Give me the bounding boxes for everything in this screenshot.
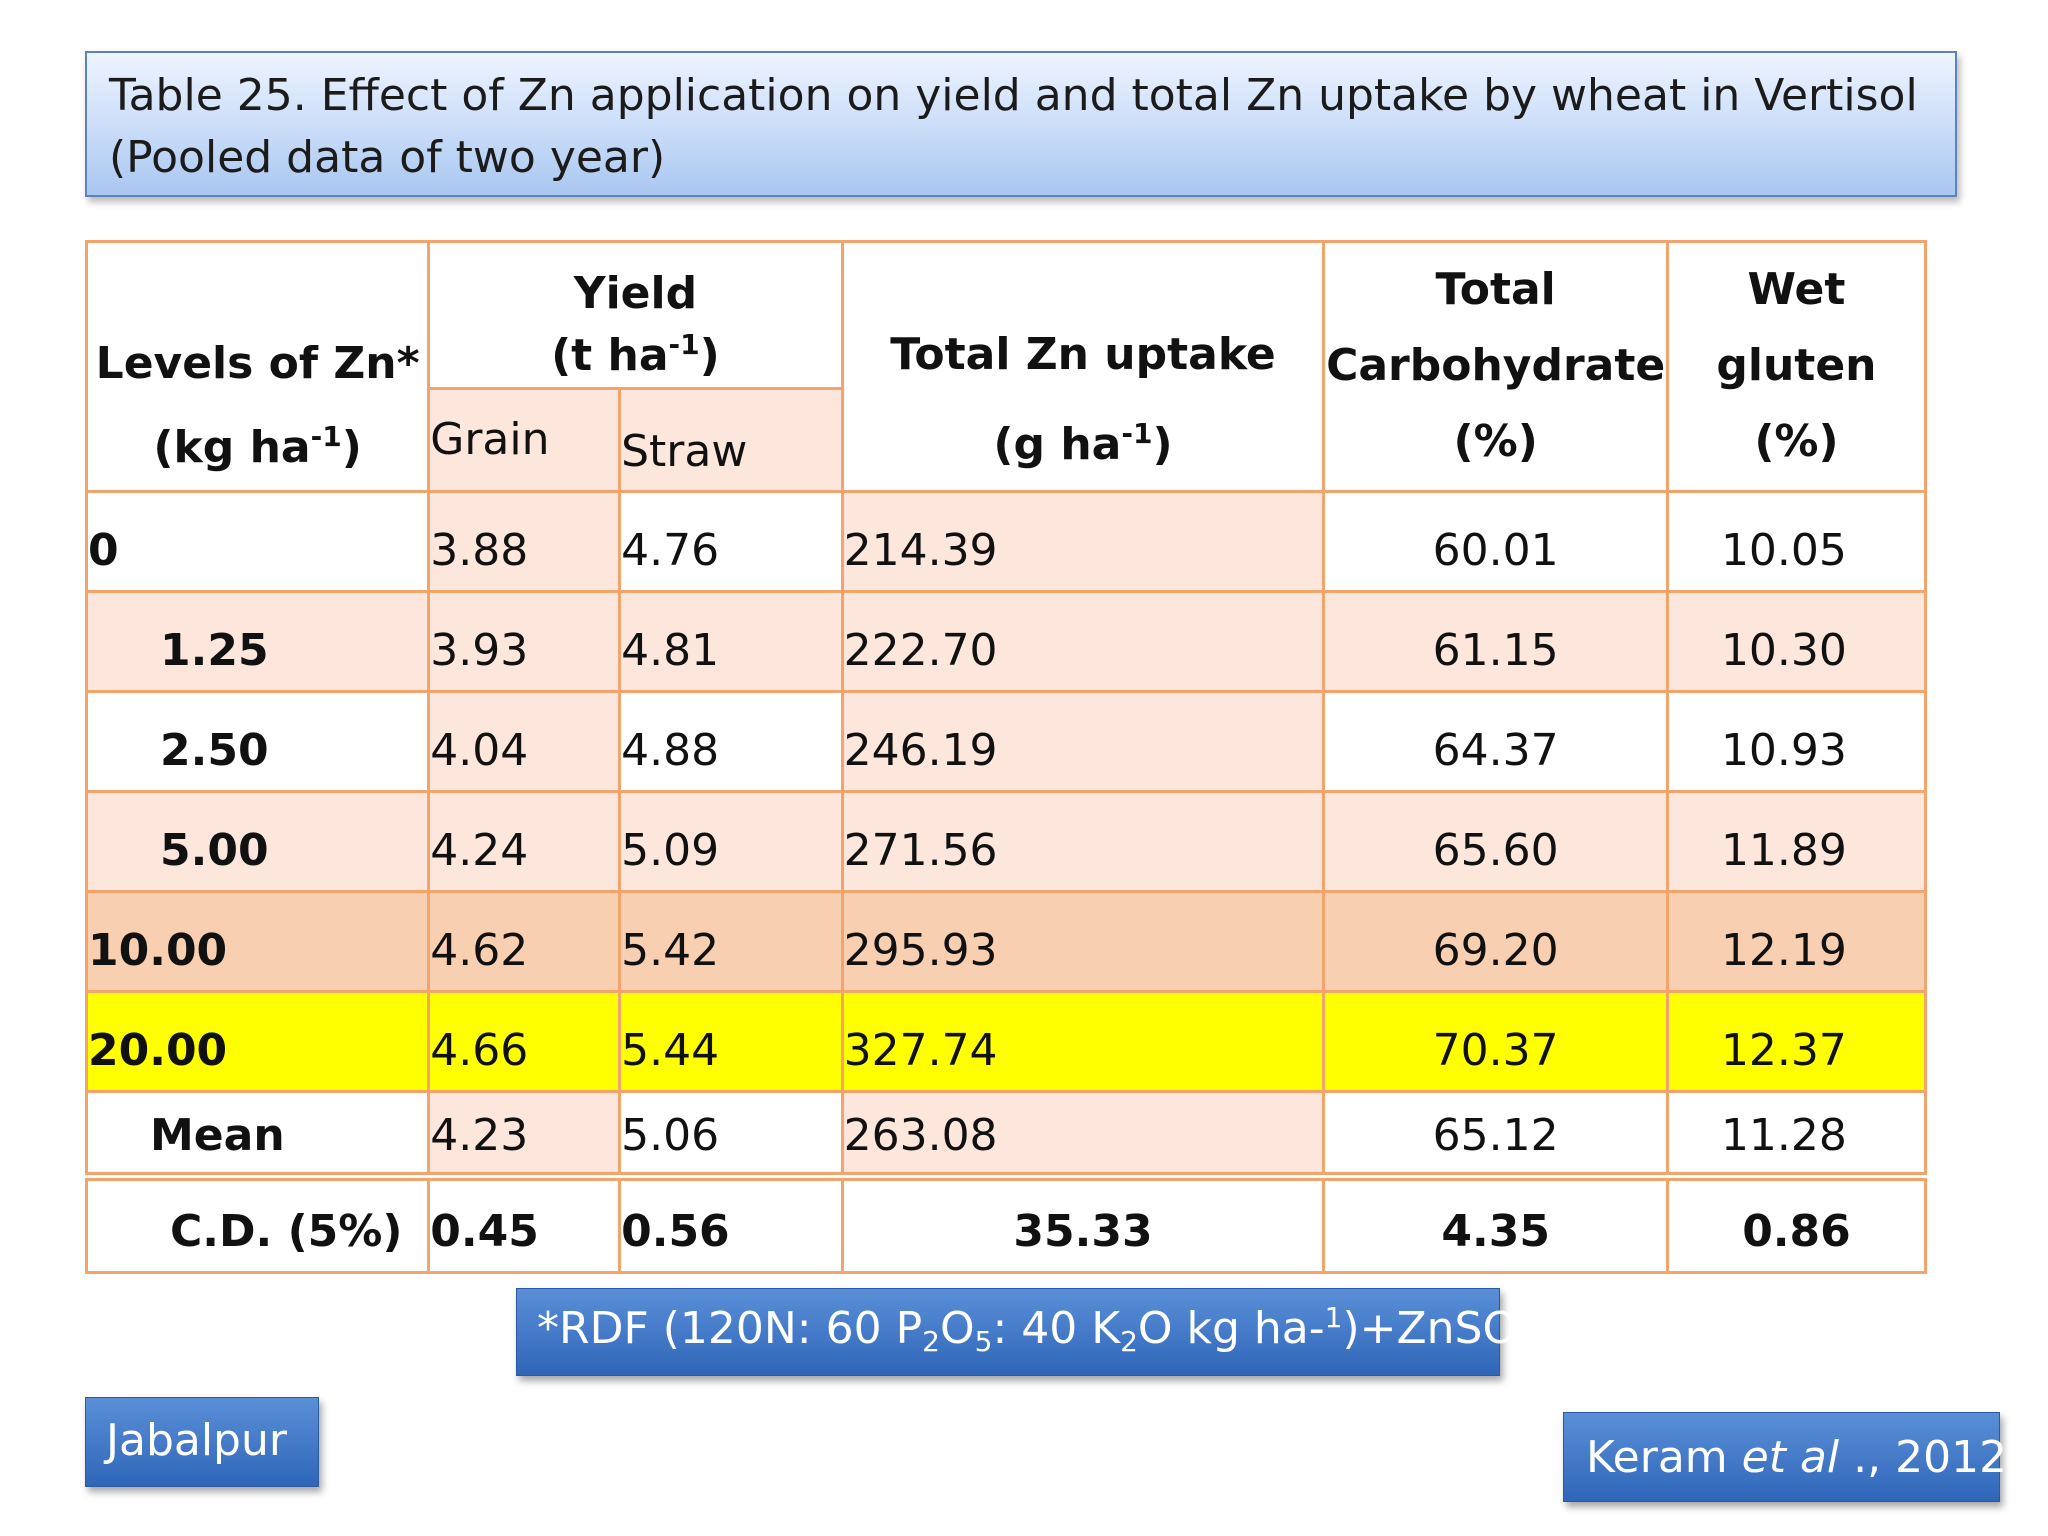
cell-uptake: 263.08 [840,1089,1326,1182]
cell-gluten: 10.93 [1665,689,1928,793]
cell-straw: 0.56 [618,1175,844,1274]
header-uptake-line2: (g ha-1) [993,416,1173,470]
cell-carb: 65.12 [1322,1089,1669,1182]
table-row-highlighted: 20.00 4.66 5.44 327.74 70.37 12.37 [84,989,1928,1093]
header-gluten-line2: gluten [1716,340,1877,392]
cell-uptake: 222.70 [840,589,1326,693]
table-row: 10.00 4.62 5.42 295.93 69.20 12.19 [84,889,1928,993]
cell-grain: 4.24 [427,789,622,893]
cell-grain: 4.04 [427,689,622,793]
cell-gluten: 10.30 [1665,589,1928,693]
zn-data-table: Levels of Zn* (kg ha-1) Yield (t ha-1) T… [84,240,1928,1274]
cell-gluten: 10.05 [1665,489,1928,593]
header-gluten-line1: Wet [1747,264,1846,316]
header-yield: Yield (t ha-1) [427,240,844,390]
title-line-1: Table 25. Effect of Zn application on yi… [109,70,1918,121]
cell-straw: 4.88 [618,689,844,793]
header-carb-line1: Total [1435,264,1556,316]
cell-level: 20.00 [84,989,431,1093]
cell-gluten: 12.19 [1665,889,1928,993]
cell-grain: 4.62 [427,889,622,993]
cell-uptake: 327.74 [840,989,1326,1093]
header-carb-line2: Carbohydrate [1326,340,1666,392]
cell-mean-label: Mean [84,1089,431,1182]
cell-level: 0 [84,489,431,593]
cell-straw: 4.76 [618,489,844,593]
cell-uptake: 295.93 [840,889,1326,993]
rdf-footnote: *RDF (120N: 60 P2O5: 40 K2O kg ha-1)+ZnS… [516,1288,1535,1376]
table-row: 5.00 4.24 5.09 271.56 65.60 11.89 [84,789,1928,893]
header-yield-line2: (t ha-1) [551,327,720,381]
cell-uptake: 271.56 [840,789,1326,893]
cell-straw: 5.44 [618,989,844,1093]
cell-straw: 5.06 [618,1089,844,1182]
header-levels-line2: (kg ha-1) [153,419,362,473]
cell-carb: 69.20 [1322,889,1669,993]
mean-row: Mean 4.23 5.06 263.08 65.12 11.28 [84,1089,1928,1182]
table-row: 0 3.88 4.76 214.39 60.01 10.05 [84,489,1928,593]
table-row: 2.50 4.04 4.88 246.19 64.37 10.93 [84,689,1928,793]
cell-straw: 5.09 [618,789,844,893]
cell-carb: 61.15 [1322,589,1669,693]
cell-gluten: 0.86 [1665,1175,1928,1274]
table-row: 1.25 3.93 4.81 222.70 61.15 10.30 [84,589,1928,693]
cell-gluten: 11.28 [1665,1089,1928,1182]
cell-grain: 4.23 [427,1089,622,1182]
cell-carb: 4.35 [1322,1175,1669,1274]
header-carbohydrate: Total Carbohydrate (%) [1322,240,1669,493]
cell-carb: 65.60 [1322,789,1669,893]
cell-level: 5.00 [84,789,431,893]
citation-label: Keram et al ., 2012 [1563,1412,2007,1502]
header-gluten-line3: (%) [1754,416,1839,468]
cell-uptake: 214.39 [840,489,1326,593]
header-grain: Grain [427,386,622,493]
cell-straw: 4.81 [618,589,844,693]
cell-uptake: 35.33 [840,1175,1326,1274]
header-levels: Levels of Zn* (kg ha-1) [84,240,431,493]
header-gluten: Wet gluten (%) [1665,240,1928,493]
header-uptake-line1: Total Zn uptake [890,328,1276,380]
cell-level: 1.25 [84,589,431,693]
cell-uptake: 246.19 [840,689,1326,793]
cell-grain: 4.66 [427,989,622,1093]
cell-carb: 64.37 [1322,689,1669,793]
header-levels-line1: Levels of Zn* [95,337,420,389]
title-line-2: (Pooled data of two year) [109,132,666,183]
header-uptake: Total Zn uptake (g ha-1) [840,240,1326,493]
cell-carb: 60.01 [1322,489,1669,593]
cell-gluten: 12.37 [1665,989,1928,1093]
cell-carb: 70.37 [1322,989,1669,1093]
cell-level: 2.50 [84,689,431,793]
table-title: Table 25. Effect of Zn application on yi… [85,51,1957,197]
cell-grain: 3.93 [427,589,622,693]
cell-gluten: 11.89 [1665,789,1928,893]
cell-straw: 5.42 [618,889,844,993]
header-yield-line1: Yield [573,267,698,319]
cell-level: 10.00 [84,889,431,993]
cd-row: C.D. (5%) 0.45 0.56 35.33 4.35 0.86 [84,1175,1928,1274]
cell-cd-label: C.D. (5%) [84,1175,431,1274]
location-label: Jabalpur [85,1397,319,1487]
header-carb-line3: (%) [1453,416,1538,468]
cell-grain: 3.88 [427,489,622,593]
header-straw: Straw [618,386,844,493]
cell-grain: 0.45 [427,1175,622,1274]
